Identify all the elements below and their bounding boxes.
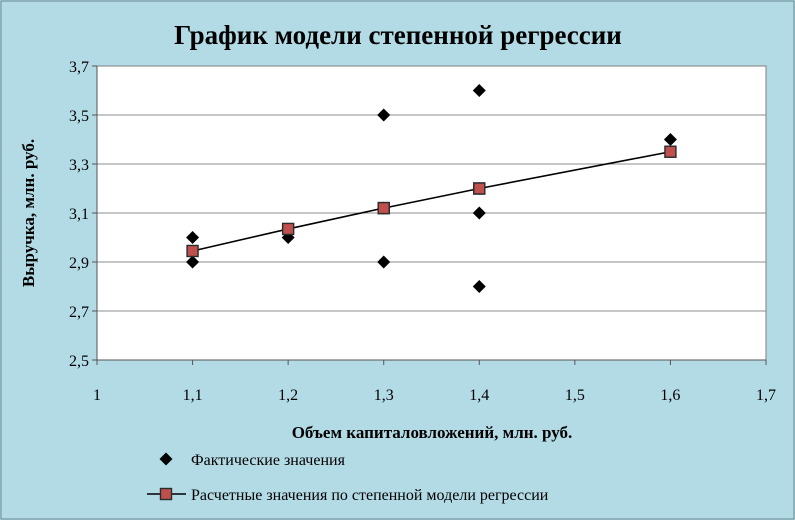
legend: Фактические значения Расчетные значения п… <box>147 452 549 504</box>
series-2 <box>186 145 677 258</box>
y-axis-label: Выручка, млн. руб. <box>19 139 38 287</box>
y-tick-label: 3,7 <box>69 59 89 76</box>
x-tick-label: 1,7 <box>756 387 776 404</box>
legend-label: Расчетные значения по степенной модели р… <box>191 487 549 504</box>
data-point <box>186 244 199 258</box>
data-point <box>472 206 486 220</box>
x-tick-label: 1 <box>93 387 101 404</box>
data-point <box>377 108 391 122</box>
y-tick-label: 2,5 <box>69 353 89 370</box>
data-point <box>186 255 200 269</box>
x-tick-label: 1,6 <box>660 387 680 404</box>
legend-label: Фактические значения <box>191 452 346 469</box>
data-point <box>664 145 677 158</box>
y-tick-label: 2,7 <box>69 304 89 321</box>
data-point <box>472 84 486 97</box>
x-tick-label: 1,2 <box>278 387 298 404</box>
data-point <box>281 222 295 236</box>
y-tick-label: 2,9 <box>69 255 89 272</box>
data-point <box>377 255 391 269</box>
axes <box>92 65 767 365</box>
series-layer <box>186 84 677 293</box>
y-tick-label: 3,5 <box>69 108 89 125</box>
legend-marker <box>159 452 173 466</box>
tick-labels: 2,5 2,7 2,9 3,1 3,3 3,5 3,7 1 1,1 1,2 1,3 1,4 1,5 1,6… <box>69 59 776 404</box>
data-point <box>473 182 486 195</box>
x-axis-label: Объем капиталовложений, млн. руб. <box>292 423 573 442</box>
data-point <box>472 280 486 293</box>
data-point <box>186 231 200 244</box>
x-tick-label: 1,1 <box>183 387 203 404</box>
grid-lines <box>97 114 766 312</box>
y-tick-label: 3,1 <box>69 206 89 223</box>
legend-marker <box>159 487 173 501</box>
x-tick-label: 1,5 <box>565 387 585 404</box>
x-tick-label: 1,4 <box>469 387 489 404</box>
chart-title: График модели степенной регрессии <box>174 20 622 50</box>
y-tick-label: 3,3 <box>69 157 89 174</box>
data-point <box>377 201 390 215</box>
x-tick-label: 1,3 <box>374 387 394 404</box>
data-point <box>663 133 677 146</box>
